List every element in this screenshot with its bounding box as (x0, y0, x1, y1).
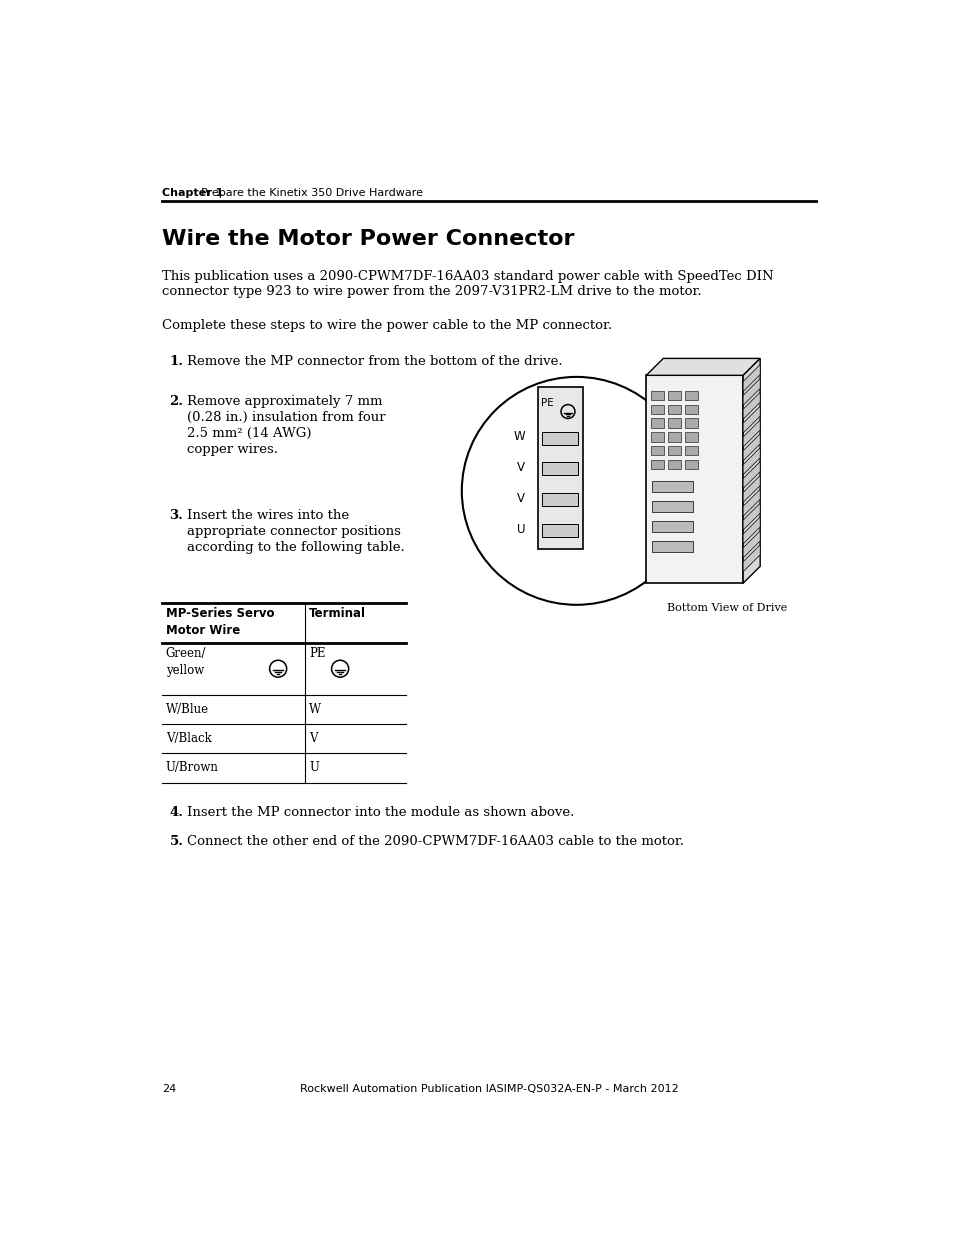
Bar (684, 390, 698, 400)
Bar (652, 541, 692, 552)
Bar (667, 419, 680, 427)
Bar (652, 480, 692, 492)
Text: V: V (517, 492, 525, 505)
Text: connector type 923 to wire power from the 2097-V31PR2-LM drive to the motor.: connector type 923 to wire power from th… (162, 285, 700, 299)
Text: 5.: 5. (170, 835, 183, 848)
Text: Wire the Motor Power Connector: Wire the Motor Power Connector (162, 228, 574, 249)
Text: 2.5 mm² (14 AWG): 2.5 mm² (14 AWG) (187, 427, 312, 440)
Polygon shape (742, 378, 760, 405)
Bar (652, 501, 692, 511)
Polygon shape (742, 545, 760, 572)
Polygon shape (742, 358, 760, 583)
Text: Bottom View of Drive: Bottom View of Drive (667, 603, 787, 613)
Text: Insert the MP connector into the module as shown above.: Insert the MP connector into the module … (187, 805, 575, 819)
Bar (650, 432, 663, 442)
Bar (684, 419, 698, 427)
Text: Remove the MP connector from the bottom of the drive.: Remove the MP connector from the bottom … (187, 354, 562, 368)
Text: W/Blue: W/Blue (166, 703, 209, 715)
Text: according to the following table.: according to the following table. (187, 541, 405, 555)
Bar (650, 419, 663, 427)
Text: Terminal: Terminal (309, 608, 366, 620)
Text: appropriate connector positions: appropriate connector positions (187, 525, 401, 537)
Bar (667, 432, 680, 442)
Text: copper wires.: copper wires. (187, 443, 278, 456)
Text: U: U (517, 522, 525, 536)
Polygon shape (742, 433, 760, 461)
Polygon shape (742, 420, 760, 447)
Text: Insert the wires into the: Insert the wires into the (187, 509, 349, 521)
Bar (542, 493, 578, 506)
Text: Complete these steps to wire the power cable to the MP connector.: Complete these steps to wire the power c… (162, 319, 612, 332)
Text: V: V (309, 732, 317, 745)
Polygon shape (742, 462, 760, 489)
Text: 2.: 2. (170, 395, 183, 408)
Text: 24: 24 (162, 1084, 176, 1094)
Text: 3.: 3. (170, 509, 183, 521)
Polygon shape (742, 503, 760, 530)
Bar (667, 405, 680, 414)
Bar (684, 432, 698, 442)
Polygon shape (742, 489, 760, 516)
Polygon shape (742, 517, 760, 543)
Bar (650, 446, 663, 456)
Text: W: W (309, 703, 321, 715)
Text: Prepare the Kinetix 350 Drive Hardware: Prepare the Kinetix 350 Drive Hardware (200, 188, 422, 199)
Text: Rockwell Automation Publication IASIMP-QS032A-EN-P - March 2012: Rockwell Automation Publication IASIMP-Q… (299, 1084, 678, 1094)
Text: U: U (309, 761, 318, 774)
Bar (537, 387, 582, 548)
Text: Connect the other end of the 2090-CPWM7DF-16AA03 cable to the motor.: Connect the other end of the 2090-CPWM7D… (187, 835, 683, 848)
Text: U/Brown: U/Brown (166, 761, 218, 774)
Bar (684, 405, 698, 414)
Bar (684, 461, 698, 469)
Bar (667, 446, 680, 456)
Polygon shape (742, 406, 760, 433)
Bar (652, 521, 692, 531)
Text: MP-Series Servo
Motor Wire: MP-Series Servo Motor Wire (166, 608, 274, 637)
Polygon shape (742, 364, 760, 391)
Text: 1.: 1. (170, 354, 183, 368)
Bar (645, 375, 742, 583)
Polygon shape (645, 358, 760, 375)
Polygon shape (742, 448, 760, 474)
Circle shape (461, 377, 691, 605)
Text: W: W (513, 431, 525, 443)
Text: 4.: 4. (170, 805, 183, 819)
Polygon shape (742, 531, 760, 558)
Bar (650, 405, 663, 414)
Text: Green/
yellow: Green/ yellow (166, 647, 206, 677)
Bar (542, 524, 578, 537)
Text: PE: PE (540, 398, 553, 408)
Text: Chapter 1: Chapter 1 (162, 188, 223, 199)
Bar (542, 431, 578, 445)
Text: V/Black: V/Black (166, 732, 212, 745)
Bar (650, 390, 663, 400)
Text: This publication uses a 2090-CPWM7DF-16AA03 standard power cable with SpeedTec D: This publication uses a 2090-CPWM7DF-16A… (162, 270, 773, 283)
Text: Remove approximately 7 mm: Remove approximately 7 mm (187, 395, 382, 408)
Bar (684, 446, 698, 456)
Text: PE: PE (309, 647, 325, 661)
Text: (0.28 in.) insulation from four: (0.28 in.) insulation from four (187, 411, 386, 424)
Polygon shape (742, 393, 760, 419)
Polygon shape (742, 475, 760, 503)
Bar (542, 462, 578, 475)
Bar (667, 390, 680, 400)
Bar (650, 461, 663, 469)
Bar (667, 461, 680, 469)
Text: V: V (517, 461, 525, 474)
